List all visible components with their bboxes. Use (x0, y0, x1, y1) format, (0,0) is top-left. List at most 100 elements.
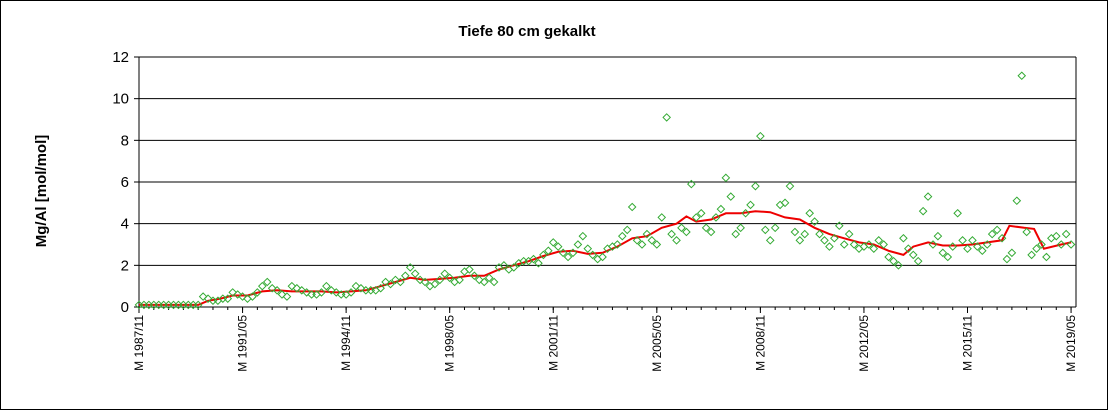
data-point (691, 213, 701, 222)
x-axis-ticks: M 1987/11 M 1991/05 M 1994/11 M 1998/05 M 20… (132, 307, 1078, 372)
data-point (376, 283, 385, 293)
data-point (938, 248, 948, 258)
data-point (706, 227, 716, 237)
data-point (405, 263, 415, 272)
data-point (820, 236, 829, 245)
data-point (588, 250, 598, 260)
data-point (430, 279, 440, 289)
data-point (613, 240, 622, 249)
data-point (780, 198, 790, 208)
x-tick-label: M 2012/05 (857, 315, 871, 372)
data-point (1051, 231, 1061, 241)
data-point (1017, 71, 1027, 81)
data-point (849, 240, 859, 249)
data-point (716, 204, 726, 214)
data-point (573, 240, 583, 249)
data-point (741, 208, 750, 218)
data-point (198, 292, 208, 301)
data-point (563, 252, 573, 262)
data-point (346, 288, 356, 297)
data-point (844, 229, 854, 239)
data-point (356, 283, 366, 293)
data-point (558, 248, 568, 258)
data-point (381, 277, 390, 287)
data-point (795, 236, 805, 245)
data-point (262, 277, 272, 287)
data-point (410, 269, 420, 278)
y-tick-label-4: 4 (121, 216, 129, 233)
data-point (726, 192, 736, 201)
x-tick-label: M 2008/11 (753, 315, 767, 371)
data-point (331, 288, 341, 297)
data-point (470, 271, 479, 281)
data-point (918, 206, 928, 216)
data-point (1022, 227, 1031, 237)
data-point (479, 277, 489, 287)
x-tick-label: M 2001/11 (546, 315, 560, 371)
y-tick-label-12: 12 (112, 49, 129, 66)
data-point (889, 256, 898, 266)
data-point (415, 275, 425, 285)
data-point (746, 200, 755, 210)
y-tick-label-8: 8 (121, 132, 129, 149)
data-point (474, 275, 484, 285)
data-point (1037, 240, 1046, 249)
data-point (647, 236, 657, 245)
data-point (622, 225, 632, 235)
data-point (899, 233, 908, 243)
data-point (548, 238, 558, 247)
data-point (499, 261, 509, 270)
gridlines (139, 56, 1076, 266)
data-point (815, 229, 824, 239)
data-point (277, 290, 287, 299)
data-point (696, 208, 706, 218)
data-point (1042, 252, 1051, 262)
data-point (657, 213, 667, 222)
data-point (687, 179, 696, 189)
data-point (672, 236, 681, 245)
x-tick-label: M 2005/05 (650, 315, 664, 372)
data-point (228, 288, 238, 297)
data-point (460, 267, 469, 276)
data-point (736, 223, 745, 233)
x-tick-label: M 2015/11 (961, 315, 975, 371)
data-point (327, 286, 336, 295)
data-point (874, 236, 884, 245)
data-point (391, 275, 400, 285)
y-tick-label-6: 6 (121, 174, 129, 191)
data-point (223, 294, 233, 303)
data-point (830, 233, 839, 243)
data-points-layer (134, 71, 1076, 310)
data-point (953, 208, 962, 218)
data-point (751, 181, 760, 191)
data-point (445, 273, 454, 283)
data-point (682, 227, 691, 237)
data-point (420, 277, 430, 287)
data-point (287, 281, 297, 291)
data-point (267, 283, 277, 293)
data-point (1032, 244, 1041, 253)
data-point (731, 229, 741, 239)
data-point (825, 242, 834, 251)
y-tick-label-2: 2 (121, 257, 129, 274)
data-point (534, 258, 543, 268)
data-point (948, 242, 958, 251)
data-point (642, 229, 652, 239)
data-point (1012, 196, 1022, 206)
data-point (913, 256, 923, 266)
data-point (455, 275, 464, 285)
y-tick-label-0: 0 (121, 299, 129, 316)
data-point (553, 242, 563, 251)
data-point (440, 269, 450, 278)
data-point (1002, 254, 1012, 264)
data-point (677, 223, 686, 233)
data-point (662, 113, 671, 122)
data-point (396, 277, 405, 287)
data-point (203, 294, 213, 303)
data-point (302, 288, 311, 297)
data-point (982, 240, 992, 249)
x-tick-label: M 1991/05 (236, 315, 250, 372)
y-axis-label: Mg/Al [mol/mol] (33, 135, 50, 248)
data-point (869, 244, 879, 253)
